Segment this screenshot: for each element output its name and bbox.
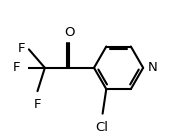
Text: Cl: Cl	[96, 121, 108, 134]
Text: F: F	[12, 61, 20, 74]
Text: F: F	[34, 98, 41, 112]
Text: N: N	[148, 61, 158, 74]
Text: O: O	[64, 26, 75, 39]
Text: F: F	[17, 42, 25, 55]
